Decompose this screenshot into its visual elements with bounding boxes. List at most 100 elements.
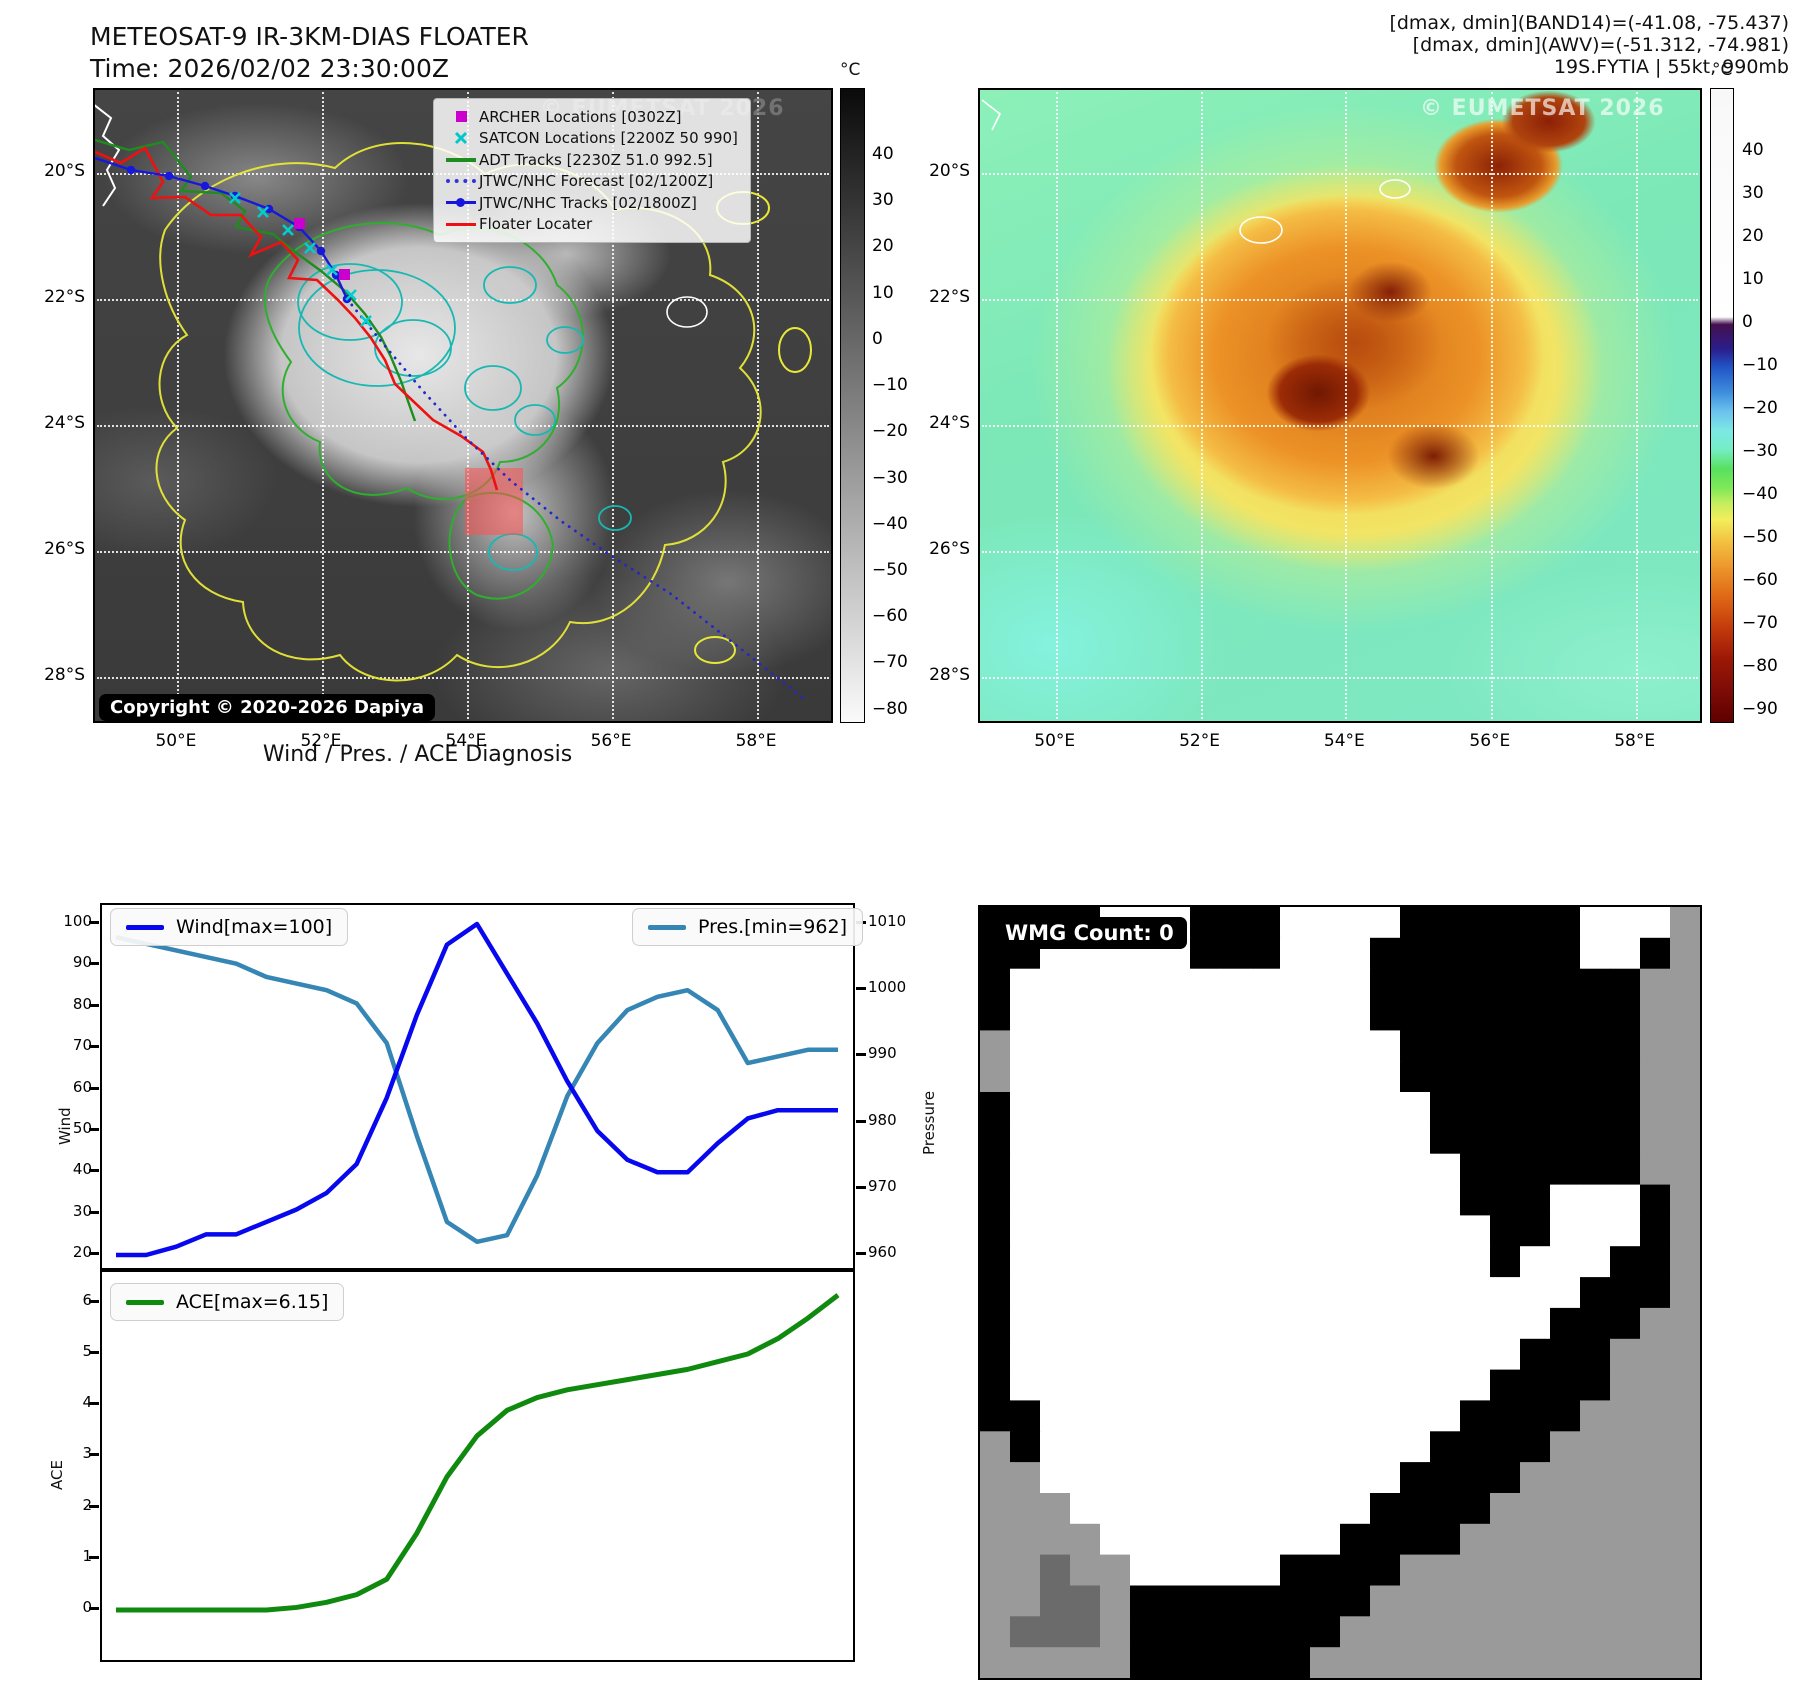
wmg-cell xyxy=(1160,1246,1191,1278)
wmg-cell xyxy=(1040,1462,1071,1494)
wmg-cell xyxy=(1520,1215,1551,1247)
wmg-cell xyxy=(1100,1215,1131,1247)
wmg-cell xyxy=(1520,1338,1551,1371)
wmg-cell xyxy=(1310,1338,1341,1371)
wmg-cell xyxy=(1190,968,1221,1000)
wmg-cell xyxy=(1310,1647,1341,1678)
wmg-cell xyxy=(1160,1462,1191,1494)
wmg-cell xyxy=(1280,1030,1311,1062)
wmg-cell xyxy=(1580,1400,1611,1432)
wmg-cell xyxy=(1400,1246,1431,1278)
wmg-cell xyxy=(1310,1431,1341,1463)
wmg-cell xyxy=(1520,1153,1551,1185)
wmg-cell xyxy=(1610,968,1641,1000)
wmg-cell xyxy=(1250,1030,1281,1062)
wmg-cell xyxy=(1430,1153,1461,1185)
wmg-cell xyxy=(1610,1493,1641,1525)
right-map-gridline-horizontal xyxy=(982,677,1698,679)
wmg-cell xyxy=(1400,1493,1431,1525)
wmg-cell xyxy=(1340,1153,1371,1185)
wmg-cell xyxy=(1670,1277,1700,1309)
pressure-ytick-label: 1010 xyxy=(868,912,907,930)
wmg-cell xyxy=(1250,1307,1281,1340)
wmg-cell xyxy=(1370,968,1401,1000)
left-map-gridline-vertical xyxy=(176,92,179,719)
wmg-cell xyxy=(1610,907,1641,939)
wmg-cell xyxy=(1610,1061,1641,1093)
wmg-cell xyxy=(1340,1585,1371,1617)
wmg-cell xyxy=(1370,1369,1401,1401)
enhanced-ir-colorbar xyxy=(1710,88,1734,723)
wmg-cell xyxy=(1010,1431,1041,1463)
wmg-cell xyxy=(1070,1215,1101,1247)
wmg-cell xyxy=(1040,1493,1071,1525)
wmg-cell xyxy=(1250,1400,1281,1432)
contour-track-overlay xyxy=(95,104,812,700)
wmg-cell xyxy=(1490,1616,1521,1648)
wmg-cell xyxy=(1040,1061,1071,1093)
left-map-lat-tick-label: 28°S xyxy=(44,665,85,685)
right-map-lon-tick-label: 58°E xyxy=(1614,731,1656,751)
wmg-cell xyxy=(1220,1215,1251,1247)
wmg-count-badge: WMG Count: 0 xyxy=(992,917,1187,949)
wmg-cell xyxy=(1430,1647,1461,1678)
wmg-cell xyxy=(1640,1431,1671,1463)
wmg-cell xyxy=(1220,1030,1251,1062)
wmg-cell xyxy=(1130,1030,1161,1062)
wmg-cell xyxy=(1130,1400,1161,1432)
left-colorbar-tick-label: 30 xyxy=(872,190,894,211)
wmg-cell xyxy=(1070,1122,1101,1155)
wmg-cell xyxy=(1310,1462,1341,1494)
wmg-cell xyxy=(1010,1369,1041,1401)
wind-series-line xyxy=(116,921,838,1258)
wmg-cell xyxy=(1070,1369,1101,1401)
wmg-cell xyxy=(1370,1400,1401,1432)
wmg-cell xyxy=(1490,937,1521,970)
wmg-cell xyxy=(1160,1400,1191,1432)
wmg-cell xyxy=(1070,1400,1101,1432)
right-map-lat-tick-label: 28°S xyxy=(929,665,970,685)
wmg-cell xyxy=(1520,1493,1551,1525)
left-map-gridline-vertical xyxy=(612,92,614,719)
wmg-cell xyxy=(1040,1307,1071,1340)
right-colorbar-tick-label: 20 xyxy=(1742,226,1764,247)
wmg-cell xyxy=(1160,1277,1191,1309)
wmg-cell xyxy=(1610,1092,1641,1124)
wmg-cell xyxy=(1520,1554,1551,1586)
wmg-cell xyxy=(1490,1431,1521,1463)
wmg-cell xyxy=(1250,1338,1281,1371)
wmg-cell xyxy=(1220,1431,1251,1463)
wmg-cell xyxy=(1040,999,1071,1031)
wmg-cell xyxy=(1340,937,1371,970)
wmg-cell xyxy=(1190,1246,1221,1278)
wmg-cell xyxy=(1580,1277,1611,1309)
wmg-cell xyxy=(1160,1092,1191,1124)
line-legend-marker-icon xyxy=(443,222,479,226)
wmg-cell xyxy=(980,1585,1011,1617)
wmg-cell xyxy=(1190,1554,1221,1586)
wmg-cell xyxy=(1670,968,1700,1000)
wmg-cell xyxy=(1490,1462,1521,1494)
wmg-cell xyxy=(1040,1647,1071,1678)
wmg-cell xyxy=(1400,968,1431,1000)
wmg-cell xyxy=(1550,1493,1581,1525)
wmg-cell xyxy=(1250,1462,1281,1494)
wmg-cell xyxy=(1370,1462,1401,1494)
wmg-cell xyxy=(1280,1184,1311,1216)
wmg-cell xyxy=(1040,968,1071,1000)
wmg-cell xyxy=(1100,1523,1131,1556)
left-map-lat-tick-label: 22°S xyxy=(44,287,85,308)
wmg-cell xyxy=(1190,1431,1221,1463)
wmg-cell xyxy=(1310,999,1341,1031)
left-colorbar-tick-label: −30 xyxy=(872,467,908,488)
wmg-cell xyxy=(1130,1462,1161,1494)
wmg-cell xyxy=(1160,1616,1191,1648)
wmg-cell xyxy=(980,1246,1011,1278)
wmg-cell xyxy=(1580,937,1611,970)
yellow-ir-contour xyxy=(694,636,736,664)
right-map-lon-tick-label: 52°E xyxy=(1179,731,1220,751)
map-legend-entry: SATCON Locations [2200Z 50 990] xyxy=(443,128,741,150)
wmg-cell xyxy=(1070,1523,1101,1556)
left-colorbar-tick-label: −50 xyxy=(872,560,908,581)
wmg-cell xyxy=(1010,1030,1041,1062)
